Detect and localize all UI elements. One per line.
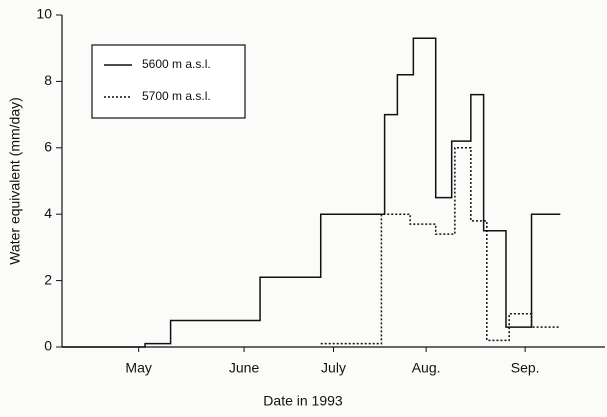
x-tick-label: May bbox=[125, 360, 151, 376]
y-tick-label: 0 bbox=[44, 338, 52, 354]
y-tick-label: 6 bbox=[44, 139, 52, 155]
y-tick-label: 4 bbox=[44, 205, 52, 221]
y-tick-label: 10 bbox=[36, 6, 52, 22]
x-tick-label: July bbox=[321, 360, 346, 376]
series-line bbox=[320, 147, 561, 345]
legend-label: 5600 m a.s.l. bbox=[142, 57, 211, 71]
y-axis-label: Water equivalent (mm/day) bbox=[7, 97, 23, 265]
legend-label: 5700 m a.s.l. bbox=[142, 89, 211, 103]
x-tick-label: June bbox=[229, 360, 260, 376]
x-axis-label: Date in 1993 bbox=[263, 393, 343, 409]
legend-box bbox=[91, 44, 246, 119]
x-tick-label: Aug. bbox=[412, 360, 441, 376]
y-tick-label: 2 bbox=[44, 271, 52, 287]
x-tick-label: Sep. bbox=[511, 360, 540, 376]
series-line bbox=[62, 37, 561, 348]
y-tick-label: 8 bbox=[44, 72, 52, 88]
